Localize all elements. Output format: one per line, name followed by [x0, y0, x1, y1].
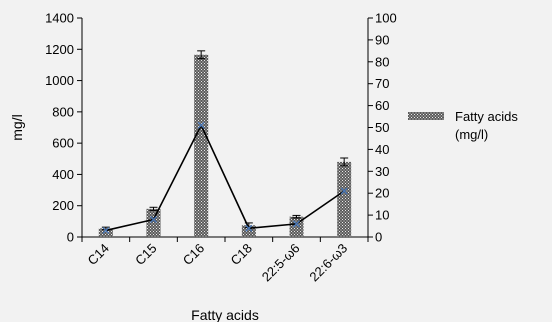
left-tick-label: 600: [52, 136, 74, 151]
right-tick-label: 10: [375, 208, 389, 223]
right-tick-label: 40: [375, 142, 389, 157]
left-tick-label: 1400: [45, 11, 74, 26]
bar: [194, 54, 209, 238]
line-point: [150, 216, 157, 223]
right-tick-label: 20: [375, 186, 389, 201]
bar: [337, 161, 352, 237]
right-tick-label: 60: [375, 98, 389, 113]
legend-label: (mg/l): [455, 127, 488, 142]
line-point: [293, 220, 300, 228]
line-point: [102, 226, 110, 234]
category-label: C15: [132, 241, 159, 268]
legend: Fatty acids (mg/l): [408, 109, 518, 142]
line-series-path: [105, 123, 345, 232]
category-label: C16: [180, 241, 207, 268]
line-point: [340, 187, 348, 195]
legend-label: Fatty acids: [455, 109, 518, 124]
left-tick-label: 800: [52, 104, 74, 119]
right-tick-label: 70: [375, 76, 389, 91]
left-tick-label: 0: [67, 230, 74, 245]
legend-swatch: [408, 112, 444, 120]
bars: [98, 54, 352, 238]
line-point: [197, 121, 205, 129]
right-tick-label: 90: [375, 32, 389, 47]
category-label: 22:6-ω3: [306, 241, 350, 285]
left-tick-label: 1200: [45, 42, 74, 57]
left-tick-label: 200: [52, 198, 74, 213]
bar: [241, 225, 256, 237]
left-tick-label: 1000: [45, 73, 74, 88]
bar: [98, 228, 113, 237]
x-axis-title: Fatty acids: [191, 307, 259, 322]
y-axis-title: mg/l: [9, 114, 25, 140]
right-tick-label: 50: [375, 120, 389, 135]
bar: [146, 208, 161, 237]
category-label: 22:5-ω6: [259, 241, 303, 285]
error-bars: [101, 50, 349, 231]
category-label: C14: [84, 241, 111, 268]
right-tick-label: 30: [375, 164, 389, 179]
axes: [77, 17, 373, 242]
right-tick-label: 100: [375, 11, 397, 26]
right-tick-label: 0: [375, 230, 382, 245]
right-tick-label: 80: [375, 54, 389, 69]
category-label: C18: [227, 241, 254, 268]
line-point: [245, 224, 253, 232]
line-series: [102, 121, 348, 234]
left-tick-label: 400: [52, 167, 74, 182]
